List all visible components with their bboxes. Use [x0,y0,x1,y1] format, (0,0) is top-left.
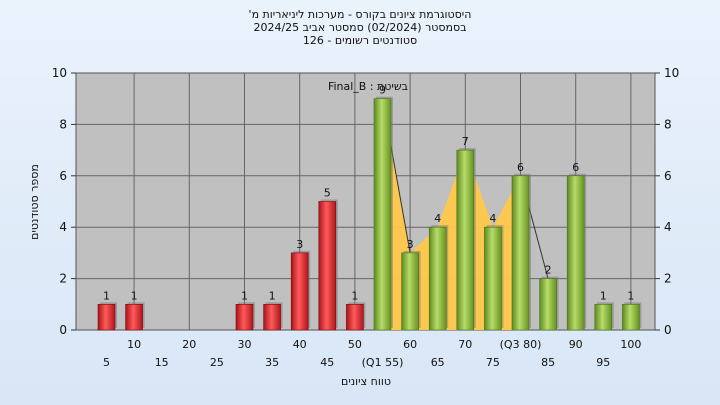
bar-40 [290,252,309,331]
value-label-85: 2 [545,264,552,277]
y-tick-label-left-6: 6 [59,169,67,183]
value-label-90: 6 [572,161,579,174]
bar-90 [566,175,585,331]
x-tick-label-90: 90 [569,338,583,351]
y-tick-label-right-8: 8 [664,117,672,131]
x-tick-label-95: 95 [596,356,610,369]
x-tick-label-35: 35 [265,356,279,369]
value-label-60: 3 [407,238,414,251]
y-tick-label-right-2: 2 [664,272,672,286]
y-axis-title: מספר סטודנטים [28,164,41,240]
y-axis-left: 0 2 4 6 8 10 [52,66,76,337]
y-axis-right: 0 2 4 6 8 10 [655,66,679,337]
bar-75 [484,226,502,331]
bar-5 [97,303,116,331]
y-tick-label-right-6: 6 [664,169,672,183]
x-tick-label-15: 15 [155,356,169,369]
value-label-30: 1 [241,289,248,302]
x-tick-label-25: 25 [210,356,224,369]
x-axis-title: טווח ציונים [341,375,391,388]
x-tick-label-75: 75 [486,356,500,369]
value-label-55: 9 [379,84,386,97]
method-annotation: בשיטת : Final_B [328,80,408,93]
x-tick-label-85: 85 [541,356,555,369]
bar-100 [622,303,640,331]
x-tick-label-70: 70 [458,338,472,351]
y-tick-label-left-2: 2 [59,272,67,286]
x-axis: 5 10 15 20 25 30 35 40 45 50(Q1 55) 60 65 70 75(Q3 80… [103,338,641,369]
bar-80 [511,175,530,331]
x-tick-label-50: 50 [348,338,362,351]
value-label-80: 6 [517,161,524,174]
value-label-45: 5 [324,187,331,200]
y-tick-label-left-4: 4 [59,220,67,234]
bar-10 [125,303,143,331]
chart-subtitle-students: סטודנטים רשומים - 126 [302,34,418,47]
bar-70 [456,149,475,331]
y-tick-label-left-0: 0 [59,323,67,337]
bar-30 [235,303,254,331]
bar-35 [263,303,281,331]
x-tick-label-40: 40 [293,338,307,351]
y-tick-label-right-10: 10 [664,66,679,80]
chart-title: היסטוגרמת ציונים בקורס - מערכות ליניאריו… [248,8,472,21]
value-labels: 1 1 1 1 3 5 1 9 3 4 7 4 6 2 6 1 1 [103,84,634,303]
bar-55 [373,98,392,331]
value-label-70: 7 [462,135,469,148]
y-tick-label-right-0: 0 [664,323,672,337]
value-label-10: 1 [131,289,138,302]
bars [97,96,642,331]
x-tick-label-80: (Q3 80) [500,338,542,351]
bar-50 [346,303,364,331]
chart-title-block: היסטוגרמת ציונים בקורס - מערכות ליניאריו… [0,8,720,47]
y-tick-label-left-10: 10 [52,66,67,80]
value-label-100: 1 [627,289,634,302]
bar-60 [401,252,419,331]
value-label-65: 4 [434,212,441,225]
x-tick-label-65: 65 [431,356,445,369]
x-tick-label-20: 20 [182,338,196,351]
value-label-50: 1 [351,289,358,302]
x-tick-label-30: 30 [238,338,252,351]
y-tick-label-right-4: 4 [664,220,672,234]
bar-45 [318,201,337,331]
x-tick-label-55: (Q1 55) [362,356,404,369]
x-tick-label-10: 10 [127,338,141,351]
bar-95 [594,303,613,331]
value-label-40: 3 [296,238,303,251]
x-tick-label-60: 60 [403,338,417,351]
value-label-95: 1 [600,289,607,302]
value-label-5: 1 [103,289,110,302]
x-tick-label-45: 45 [320,356,334,369]
x-tick-label-100: 100 [620,338,641,351]
bar-85 [539,278,557,331]
y-tick-label-left-8: 8 [59,117,67,131]
x-tick-label-5: 5 [103,356,110,369]
value-label-75: 4 [489,212,496,225]
value-label-35: 1 [269,289,276,302]
bar-65 [428,226,447,331]
chart-subtitle-semester: בסמסטר (02/2024) סמסטר אביב 2024/25 [253,21,467,34]
